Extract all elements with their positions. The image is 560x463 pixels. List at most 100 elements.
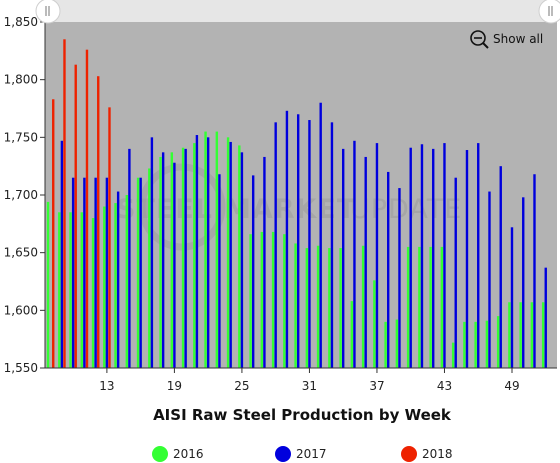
bar-2017-week-38[interactable]	[387, 171, 390, 368]
bar-2016-week-31[interactable]	[305, 248, 309, 368]
bar-2017-week-49[interactable]	[510, 227, 514, 368]
bar-2017-week-23[interactable]	[218, 174, 221, 368]
bar-2017-week-43[interactable]	[443, 143, 446, 368]
bar-2016-week-23[interactable]	[215, 131, 219, 368]
bar-2017-week-45[interactable]	[465, 150, 469, 368]
bar-2018-week-13[interactable]	[108, 107, 111, 368]
bar-2016-week-14[interactable]	[114, 203, 117, 368]
bar-2018-week-11[interactable]	[85, 49, 89, 369]
navigator-handle-right[interactable]	[538, 0, 560, 24]
bar-2016-week-38[interactable]	[384, 321, 387, 368]
bar-2017-week-12[interactable]	[94, 177, 97, 368]
bar-2017-week-9[interactable]	[60, 140, 64, 368]
bar-2017-week-27[interactable]	[263, 156, 266, 368]
bar-2016-week-26[interactable]	[249, 234, 252, 368]
show-all-button[interactable]: Show all	[466, 28, 548, 50]
bar-2017-week-28[interactable]	[274, 122, 277, 368]
bar-2017-week-40[interactable]	[409, 147, 412, 368]
bar-2017-week-34[interactable]	[342, 148, 345, 368]
bar-2016-week-34[interactable]	[339, 248, 342, 368]
bar-2016-week-25[interactable]	[238, 145, 241, 368]
bar-2016-week-29[interactable]	[283, 234, 286, 368]
bar-2017-week-17[interactable]	[150, 137, 154, 368]
bar-2016-week-46[interactable]	[474, 321, 477, 368]
bar-2017-week-46[interactable]	[477, 143, 480, 368]
bar-2016-week-18[interactable]	[159, 156, 162, 368]
bar-2017-week-41[interactable]	[420, 144, 424, 368]
bar-2016-week-44[interactable]	[451, 342, 455, 368]
bar-2017-week-44[interactable]	[454, 177, 457, 368]
legend-item-2016[interactable]: 2016	[152, 446, 204, 462]
navigator-handle-left[interactable]	[35, 0, 61, 24]
bar-2017-week-36[interactable]	[364, 156, 367, 368]
bar-2017-week-25[interactable]	[240, 152, 244, 368]
bar-2016-week-22[interactable]	[204, 131, 207, 368]
bar-2016-week-40[interactable]	[406, 246, 410, 368]
bar-2017-week-13[interactable]	[105, 177, 109, 368]
bar-2017-week-50[interactable]	[522, 197, 525, 368]
bar-2016-week-43[interactable]	[440, 246, 444, 368]
bar-2016-week-41[interactable]	[418, 246, 421, 368]
bar-2016-week-11[interactable]	[80, 212, 83, 368]
bar-2016-week-32[interactable]	[316, 245, 320, 368]
bar-2017-week-11[interactable]	[83, 177, 86, 368]
bar-2016-week-48[interactable]	[496, 316, 500, 368]
bar-2016-week-15[interactable]	[125, 195, 128, 368]
bar-2017-week-51[interactable]	[533, 174, 536, 368]
navigator-track[interactable]	[48, 0, 553, 22]
legend-item-2018[interactable]: 2018	[401, 446, 453, 462]
bar-2017-week-15[interactable]	[128, 148, 131, 368]
bar-2017-week-22[interactable]	[206, 137, 210, 368]
bar-2017-week-30[interactable]	[296, 114, 300, 369]
bar-2016-week-8[interactable]	[46, 201, 50, 368]
legend-item-2017[interactable]: 2017	[275, 446, 327, 462]
bar-2017-week-48[interactable]	[499, 166, 502, 368]
bar-2017-week-29[interactable]	[285, 110, 289, 368]
bar-2016-week-17[interactable]	[148, 168, 151, 368]
bar-2016-week-9[interactable]	[58, 212, 61, 368]
bar-2017-week-39[interactable]	[398, 188, 401, 368]
bar-2016-week-39[interactable]	[395, 319, 399, 368]
bar-2016-week-10[interactable]	[69, 212, 72, 368]
bar-2016-week-50[interactable]	[519, 302, 522, 368]
bar-2017-week-14[interactable]	[116, 191, 120, 368]
bar-2017-week-20[interactable]	[184, 148, 187, 368]
bar-2016-week-37[interactable]	[373, 280, 376, 368]
bar-2017-week-10[interactable]	[71, 177, 75, 368]
bar-2017-week-35[interactable]	[353, 140, 356, 368]
bar-2017-week-42[interactable]	[432, 148, 435, 368]
bar-2017-week-31[interactable]	[308, 120, 311, 368]
bar-2017-week-52[interactable]	[544, 267, 547, 368]
bar-2016-week-19[interactable]	[170, 152, 174, 368]
bar-2017-week-37[interactable]	[375, 143, 379, 368]
bar-2016-week-52[interactable]	[541, 302, 545, 368]
bar-2016-week-12[interactable]	[91, 218, 95, 368]
bar-2016-week-35[interactable]	[350, 301, 354, 368]
bar-2017-week-24[interactable]	[229, 141, 232, 368]
bar-2016-week-28[interactable]	[271, 231, 275, 368]
bar-2016-week-13[interactable]	[103, 206, 106, 368]
bar-2016-week-24[interactable]	[226, 137, 230, 368]
bar-2016-week-33[interactable]	[328, 248, 331, 368]
bar-2017-week-18[interactable]	[161, 152, 165, 368]
bar-2017-week-47[interactable]	[488, 191, 491, 368]
bar-2016-week-27[interactable]	[260, 231, 264, 368]
bar-2016-week-51[interactable]	[530, 302, 534, 368]
bar-2018-week-10[interactable]	[74, 64, 77, 369]
bar-2016-week-47[interactable]	[485, 320, 489, 368]
bar-2017-week-32[interactable]	[319, 102, 322, 368]
bar-2016-week-45[interactable]	[463, 321, 466, 368]
bar-2017-week-21[interactable]	[195, 135, 199, 368]
bar-2016-week-16[interactable]	[136, 177, 140, 368]
bar-2017-week-16[interactable]	[139, 177, 142, 368]
bar-2016-week-42[interactable]	[429, 246, 432, 368]
bar-2016-week-49[interactable]	[508, 302, 511, 368]
bar-2016-week-36[interactable]	[361, 245, 365, 368]
bar-2018-week-9[interactable]	[63, 39, 66, 369]
bar-2017-week-33[interactable]	[330, 122, 334, 368]
bar-2018-week-12[interactable]	[97, 76, 100, 369]
bar-2016-week-30[interactable]	[294, 243, 297, 368]
bar-2016-week-21[interactable]	[193, 143, 196, 368]
bar-2017-week-26[interactable]	[251, 175, 255, 368]
bar-2018-week-8[interactable]	[52, 99, 55, 369]
